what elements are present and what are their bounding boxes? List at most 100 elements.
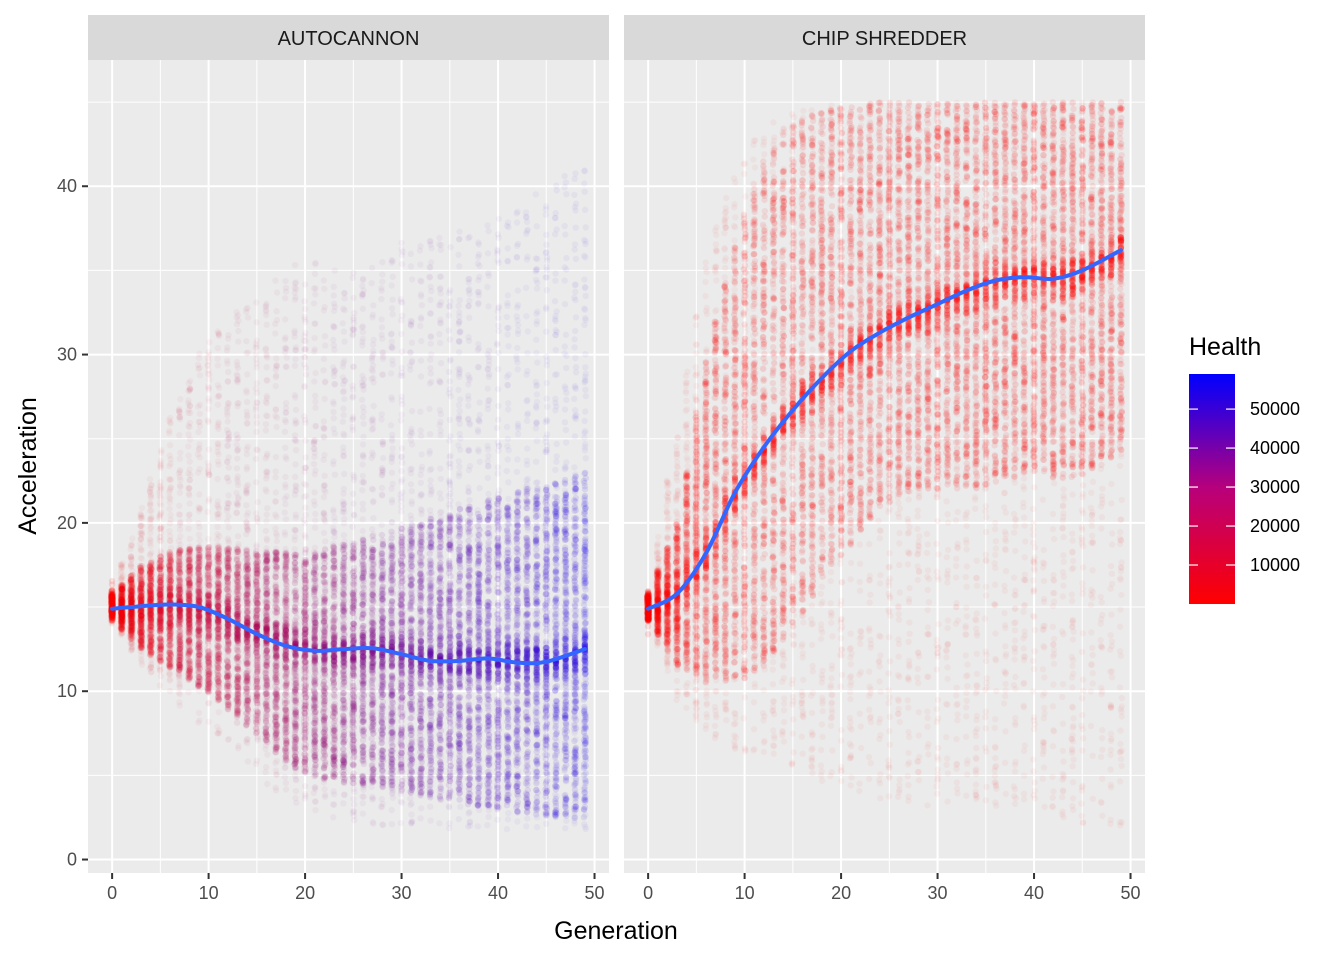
data-point: [147, 569, 154, 577]
data-point: [195, 354, 203, 362]
data-point: [206, 339, 213, 346]
data-point: [118, 575, 125, 582]
data-point: [253, 581, 260, 588]
data-point: [147, 529, 154, 537]
data-point: [244, 572, 251, 579]
data-point: [108, 596, 115, 603]
data-point: [119, 598, 126, 605]
data-point: [108, 598, 116, 606]
data-point: [118, 624, 125, 631]
data-point: [108, 599, 115, 606]
data-point: [254, 498, 261, 506]
data-point: [176, 502, 183, 510]
data-point: [224, 647, 232, 654]
data-point: [119, 616, 126, 623]
data-point: [119, 593, 126, 600]
data-point: [119, 614, 126, 621]
data-point: [187, 377, 194, 385]
data-point: [109, 611, 116, 619]
data-point: [108, 601, 116, 608]
data-point: [109, 599, 116, 606]
data-point: [223, 458, 231, 466]
data-point: [263, 321, 270, 328]
data-point: [108, 612, 115, 619]
data-point: [195, 635, 203, 642]
data-point: [108, 591, 115, 599]
data-point: [214, 355, 221, 362]
data-point: [109, 611, 116, 619]
data-point: [109, 594, 117, 601]
data-point: [118, 590, 125, 597]
data-point: [107, 614, 115, 621]
data-point: [186, 485, 193, 492]
data-point: [108, 611, 116, 619]
data-point: [118, 623, 126, 631]
data-point: [109, 600, 117, 607]
data-point: [119, 597, 126, 604]
data-point: [109, 587, 116, 594]
data-point: [108, 597, 116, 604]
data-point: [108, 593, 116, 600]
data-point: [234, 643, 241, 650]
data-point: [118, 585, 126, 592]
data-point: [156, 682, 163, 689]
data-point: [108, 610, 116, 617]
data-point: [186, 570, 194, 577]
data-point: [244, 349, 252, 356]
data-point: [253, 543, 260, 550]
data-point: [243, 308, 250, 316]
data-point: [117, 624, 125, 631]
data-point: [185, 443, 192, 450]
data-point: [108, 619, 115, 626]
data-point: [109, 596, 116, 604]
data-point: [128, 543, 135, 550]
data-point: [215, 420, 222, 428]
data-point: [108, 611, 116, 618]
data-point: [186, 492, 193, 499]
data-point: [108, 595, 116, 602]
data-point: [117, 611, 125, 618]
data-point: [108, 596, 116, 604]
data-point: [264, 722, 271, 729]
data-point: [215, 644, 223, 651]
data-point: [224, 559, 231, 567]
data-point: [109, 591, 116, 598]
data-point: [195, 687, 203, 695]
data-point: [108, 591, 116, 599]
data-point: [167, 537, 174, 544]
data-point: [118, 585, 125, 593]
data-point: [119, 619, 126, 626]
data-point: [109, 597, 116, 605]
data-point: [157, 576, 164, 584]
data-point: [224, 378, 231, 385]
data-point: [108, 618, 116, 625]
data-point: [146, 507, 154, 514]
data-point: [108, 614, 116, 622]
data-point: [109, 597, 116, 604]
data-point: [109, 592, 116, 599]
data-point: [225, 513, 232, 520]
data-point: [117, 598, 125, 606]
data-point: [108, 593, 115, 600]
data-point: [185, 673, 193, 680]
data-point: [109, 588, 116, 595]
data-point: [244, 603, 251, 610]
data-point: [129, 567, 136, 574]
data-point: [117, 597, 125, 604]
data-point: [186, 630, 193, 637]
data-point: [109, 614, 117, 622]
data-point: [109, 596, 116, 603]
data-point: [108, 592, 116, 599]
data-point: [254, 712, 261, 720]
data-point: [108, 593, 116, 600]
data-point: [243, 550, 251, 557]
data-point: [109, 611, 117, 618]
data-point: [108, 595, 115, 603]
data-point: [108, 599, 115, 606]
data-point: [108, 614, 116, 621]
data-point: [118, 598, 125, 605]
data-point: [109, 612, 116, 619]
data-point: [196, 717, 203, 724]
data-point: [223, 474, 231, 482]
data-point: [108, 599, 115, 606]
